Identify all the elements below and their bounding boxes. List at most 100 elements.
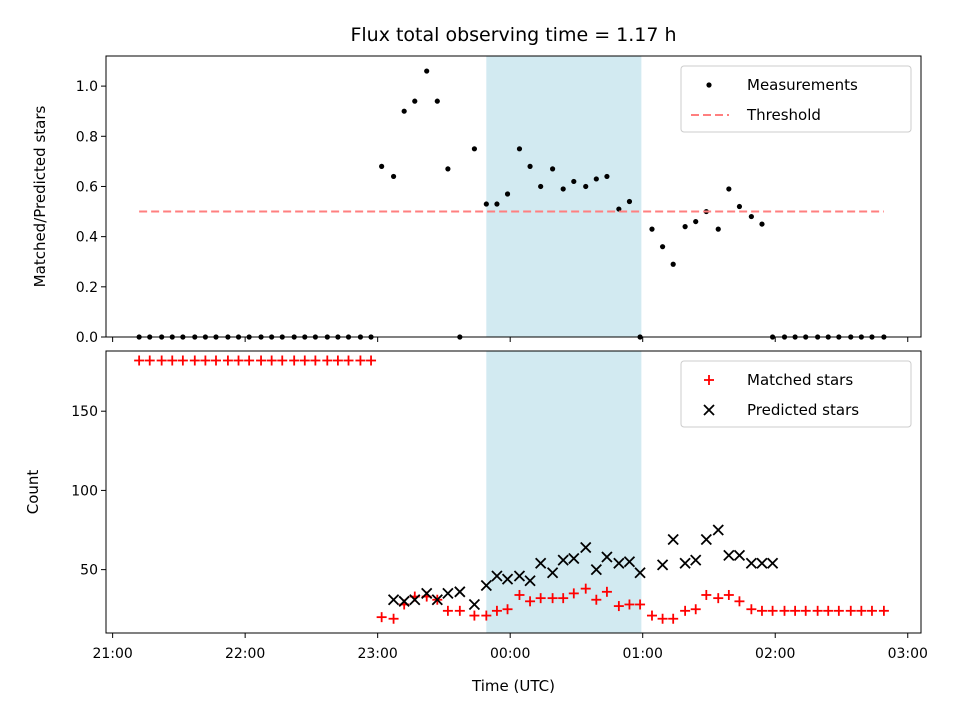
measurement-point [616,206,622,212]
predicted-stars-point [700,533,712,546]
predicted-stars-point [634,567,646,579]
x-tick-label: 00:00 [490,646,530,662]
predicted-stars-point [723,549,735,562]
measurement-point [682,224,688,230]
matched-stars-point [833,605,844,616]
bottom-legend: Matched stars Predicted stars [680,360,912,428]
predicted-stars-point [623,556,636,568]
legend-label: Predicted stars [747,401,859,419]
y-tick-label: 100 [71,483,98,499]
matched-stars-point [343,355,354,366]
y-tick-label: 0.2 [76,280,98,296]
predicted-stars-point [468,598,481,611]
top-legend: Measurements Threshold [680,65,912,133]
matched-stars-point [878,605,889,616]
matched-stars-point [491,605,502,616]
matched-stars-point [167,355,178,366]
bottom-y-axis-label: Count [24,470,42,515]
predicted-stars-point [387,594,400,606]
bottom-x-ticks: 21:00 22:00 23:00 00:00 01:00 02:00 03:00 [92,633,928,662]
matched-stars-point [812,605,823,616]
matched-stars-point [502,604,513,615]
matched-stars-point [355,355,366,366]
predicted-stars-point [733,549,746,562]
matched-stars-point [580,583,591,594]
predicted-stars-point [524,575,536,587]
measurement-point [748,213,754,220]
measurement-point [593,176,599,182]
top-axes-frame [105,55,922,338]
predicted-stars-point [601,551,613,563]
x-tick-label: 23:00 [357,646,397,662]
legend-label: Measurements [747,76,858,94]
predicted-stars-point [656,559,669,571]
top-y-axis-label: Matched/Predicted stars [31,106,49,288]
y-tick-label: 50 [80,563,98,579]
matched-stars-point [299,355,310,366]
measurement-point [715,226,721,232]
predicted-stars-point [756,557,768,569]
top-x-ticks [112,337,909,342]
matched-stars-point [746,604,757,615]
matched-stars-point [680,605,691,616]
predicted-stars-point [491,570,503,582]
legend-label: Threshold [746,106,821,124]
matched-stars-point [233,355,244,366]
measurement-point [726,186,732,192]
measurement-point [445,166,451,172]
matched-stars-point [800,605,811,616]
matched-stars-point [134,355,145,366]
predicted-stars-point [513,570,526,582]
x-tick-label: 01:00 [623,646,663,662]
measurement-point [471,146,478,152]
predicted-stars-point [580,541,592,554]
matched-stars-point [568,588,579,599]
matched-stars-point [624,599,635,610]
y-tick-label: 0.8 [76,129,98,145]
bottom-axes-frame [105,350,922,634]
chart-title: Flux total observing time = 1.17 h [350,24,676,46]
matched-stars-point [823,605,834,616]
matched-stars-point [635,599,646,610]
legend-measurement-swatch [706,82,712,88]
matched-stars-point [514,589,525,600]
matched-stars-point [657,613,668,624]
matched-stars-point [845,605,856,616]
matched-stars-point [734,596,745,607]
measurement-point [549,166,556,172]
measurement-point [583,183,589,190]
matched-stars-point [376,612,387,623]
matched-stars-point [591,594,602,605]
measurement-point [560,186,566,192]
measurement-point [571,178,577,185]
matched-stars-point [668,613,679,624]
matched-stars-point [646,610,657,621]
predicted-stars-point [568,552,580,565]
measurement-point [494,201,500,207]
matched-stars-point [601,586,612,597]
matched-stars-point [866,605,877,616]
bottom-observation-span [486,351,642,633]
legend-box [680,65,912,133]
x-tick-label: 21:00 [92,646,132,662]
predicted-stars-point [409,594,421,606]
predicted-stars-point [557,554,569,566]
y-tick-label: 1.0 [76,79,98,95]
y-tick-label: 0.6 [76,179,98,195]
measurement-point [401,108,407,114]
y-tick-label: 150 [71,404,98,420]
measurement-point [434,98,440,104]
x-tick-label: 03:00 [888,646,928,662]
predicted-stars-point [712,524,724,536]
matched-stars-point [189,355,200,366]
predicted-stars-point [667,533,679,546]
top-y-ticks: 0.0 0.2 0.4 0.6 0.8 1.0 [76,79,106,346]
predicted-stars-point [745,557,758,569]
matched-stars-point [156,355,167,366]
predicted-stars-point [613,557,625,569]
matched-stars-point [200,355,211,366]
measurement-point [626,198,633,205]
matched-stars-point [177,355,188,366]
measurement-point [527,163,533,169]
predicted-stars-point [480,579,492,592]
